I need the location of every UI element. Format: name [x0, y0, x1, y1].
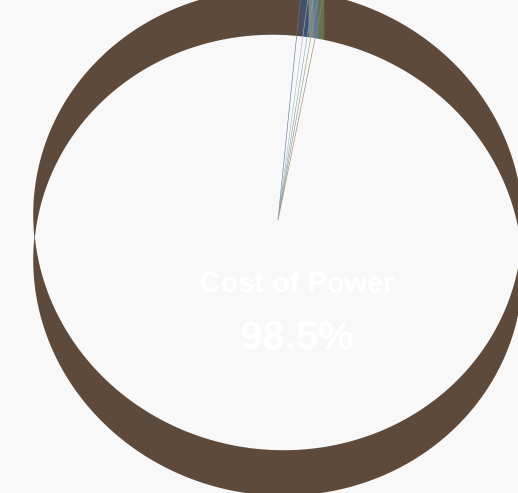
pie-top-layer [277, 0, 324, 221]
pie-slice-1[interactable] [277, 0, 301, 221]
slice-label-name: Cost of Power [200, 267, 395, 299]
pie-slice-4[interactable] [277, 0, 319, 221]
pie-depth-layer [33, 0, 518, 493]
pie-slice-3[interactable] [277, 0, 314, 221]
pie-slice-2[interactable] [277, 0, 309, 221]
slice-label-value: 98.5% [240, 314, 353, 358]
pie-label-layer: Cost of Power 98.5% [200, 267, 395, 358]
pie-slice-side-4 [318, 0, 325, 40]
pie-slice-0[interactable] [277, 0, 324, 221]
pie-slice-side-0 [33, 0, 518, 493]
